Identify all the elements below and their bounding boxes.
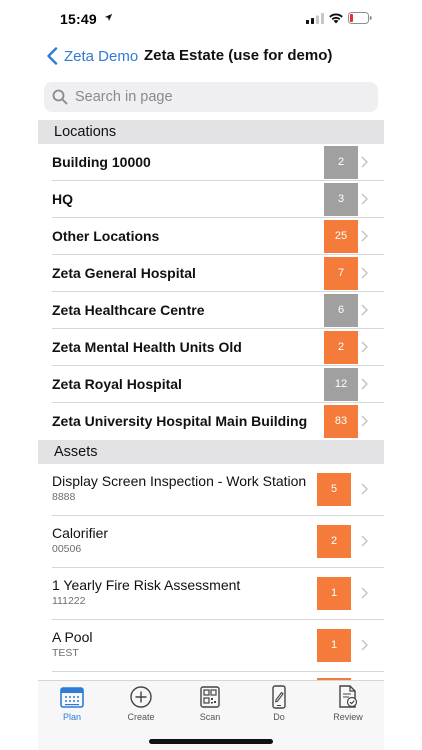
row-divider: [52, 671, 384, 672]
document-check-icon: [339, 685, 358, 708]
back-button[interactable]: Zeta Demo: [46, 44, 138, 68]
chevron-right-icon: [361, 483, 368, 495]
location-row-zeta-royal-hospital[interactable]: Zeta Royal Hospital 12: [38, 366, 384, 403]
count-badge: 2: [324, 331, 358, 364]
location-name: Zeta General Hospital: [52, 265, 196, 281]
location-row-zeta-mental-health-units-old[interactable]: Zeta Mental Health Units Old 2: [38, 329, 384, 366]
location-name: Zeta University Hospital Main Building: [52, 413, 308, 429]
asset-code: 00506: [52, 543, 82, 555]
status-bar: 15:49: [38, 0, 384, 38]
location-row-building-10000[interactable]: Building 10000 2: [38, 144, 384, 181]
count-badge: 1: [317, 577, 351, 610]
chevron-right-icon: [361, 535, 368, 547]
section-header-assets: Assets: [38, 440, 384, 464]
row-divider: [52, 217, 384, 218]
tab-bar: Plan Create Scan Do: [38, 680, 384, 750]
count-badge: 1: [317, 629, 351, 662]
tab-label: Review: [333, 712, 363, 722]
location-name: Zeta Mental Health Units Old: [52, 339, 242, 355]
asset-row-display-screen-inspection[interactable]: Display Screen Inspection - Work Station…: [38, 464, 384, 516]
asset-row-a-pool[interactable]: A Pool TEST 1: [38, 620, 384, 672]
tab-create[interactable]: Create: [111, 685, 171, 725]
tab-review[interactable]: Review: [318, 685, 378, 725]
location-arrow-icon: [104, 13, 113, 22]
asset-row-yearly-fire-risk-assessment[interactable]: 1 Yearly Fire Risk Assessment 111222 1: [38, 568, 384, 620]
tab-plan[interactable]: Plan: [42, 685, 102, 725]
asset-name: Display Screen Inspection - Work Station: [52, 473, 307, 489]
count-badge: 2: [324, 146, 358, 179]
asset-row-calorifier[interactable]: Calorifier 00506 2: [38, 516, 384, 568]
phone-edit-icon: [272, 685, 286, 709]
tab-scan[interactable]: Scan: [180, 685, 240, 725]
home-indicator: [149, 739, 273, 744]
search-icon: [52, 89, 68, 105]
chevron-right-icon: [361, 587, 368, 599]
asset-code: 111222: [52, 595, 86, 607]
row-divider: [52, 365, 384, 366]
chevron-right-icon: [361, 156, 368, 168]
row-divider: [52, 619, 384, 620]
tab-label: Plan: [62, 712, 81, 722]
search-bar[interactable]: [44, 82, 378, 112]
chevron-right-icon: [361, 230, 368, 242]
row-divider: [52, 254, 384, 255]
chevron-right-icon: [361, 378, 368, 390]
tab-label: Do: [273, 712, 285, 722]
chevron-right-icon: [361, 415, 368, 427]
wifi-icon: [329, 13, 343, 24]
count-badge: 3: [324, 183, 358, 216]
chevron-right-icon: [361, 341, 368, 353]
location-row-zeta-university-hospital[interactable]: Zeta University Hospital Main Building 8…: [38, 403, 384, 440]
tab-do[interactable]: Do: [249, 685, 309, 725]
count-badge: 12: [324, 368, 358, 401]
count-badge: 7: [324, 257, 358, 290]
count-badge: 6: [324, 294, 358, 327]
qr-code-icon: [200, 686, 220, 708]
chevron-right-icon: [361, 193, 368, 205]
location-name: Other Locations: [52, 228, 160, 244]
row-divider: [52, 515, 384, 516]
chevron-left-icon: [47, 47, 58, 65]
row-divider: [52, 180, 384, 181]
status-time: 15:49: [60, 11, 97, 27]
location-row-other-locations[interactable]: Other Locations 25: [38, 218, 384, 255]
location-name: Zeta Healthcare Centre: [52, 302, 205, 318]
page-title: Zeta Estate (use for demo): [144, 47, 333, 64]
chevron-right-icon: [361, 639, 368, 651]
chevron-right-icon: [361, 267, 368, 279]
location-name: Zeta Royal Hospital: [52, 376, 182, 392]
count-badge: 5: [317, 473, 351, 506]
section-header-locations: Locations: [38, 120, 384, 144]
calendar-icon: [60, 687, 84, 708]
back-label: Zeta Demo: [64, 47, 139, 65]
location-name: HQ: [52, 191, 73, 207]
app-screen: 15:49 Zeta Demo Zeta Estate (u: [38, 0, 384, 750]
tab-label: Scan: [199, 712, 221, 722]
asset-name: A Pool: [52, 629, 93, 645]
asset-name: Calorifier: [52, 525, 109, 541]
row-divider: [52, 328, 384, 329]
location-row-zeta-healthcare-centre[interactable]: Zeta Healthcare Centre 6: [38, 292, 384, 329]
location-row-hq[interactable]: HQ 3: [38, 181, 384, 218]
navigation-bar: Zeta Demo Zeta Estate (use for demo): [38, 38, 384, 74]
search-input[interactable]: [75, 89, 355, 105]
row-divider: [52, 402, 384, 403]
row-divider: [52, 567, 384, 568]
asset-row-partial[interactable]: [38, 672, 384, 682]
row-divider: [52, 291, 384, 292]
location-row-zeta-general-hospital[interactable]: Zeta General Hospital 7: [38, 255, 384, 292]
asset-name: 1 Yearly Fire Risk Assessment: [52, 577, 241, 593]
asset-code: 8888: [52, 491, 76, 503]
plus-circle-icon: [130, 686, 152, 708]
battery-low-icon: [348, 12, 372, 24]
asset-code: TEST: [52, 647, 79, 659]
chevron-right-icon: [361, 304, 368, 316]
count-badge: 25: [324, 220, 358, 253]
count-badge: 83: [324, 405, 358, 438]
tab-label: Create: [127, 712, 155, 722]
count-badge: 2: [317, 525, 351, 558]
location-name: Building 10000: [52, 154, 151, 170]
cellular-signal-icon: [306, 13, 324, 24]
